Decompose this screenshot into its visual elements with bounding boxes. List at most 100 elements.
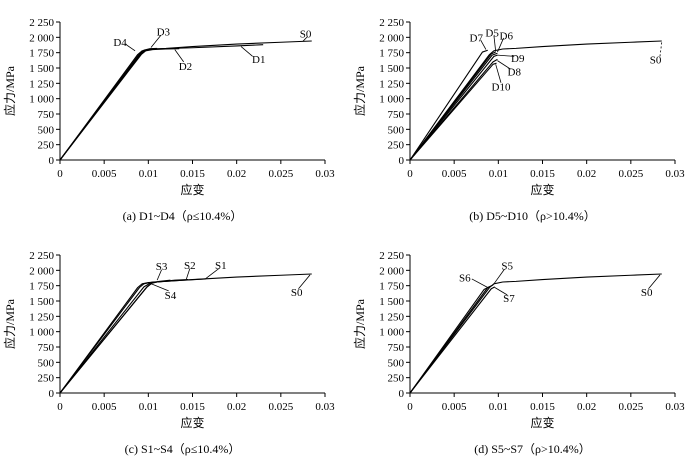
x-tick-label: 0 <box>57 168 63 180</box>
chart-svg-b: 0 250 500 750 1 000 1 250 1 500 1 750 2 000 2 250… <box>352 17 685 223</box>
x-tick-label: 0.005 <box>92 401 117 413</box>
x-tick-label: 0 <box>407 401 413 413</box>
annotation-D8: D8 <box>508 67 522 79</box>
x-axis-label: 应变 <box>180 415 204 430</box>
annotation-S7: S7 <box>503 293 515 305</box>
annotation-leader-D2 <box>174 49 184 63</box>
series-line-S7 <box>409 286 496 394</box>
y-tick-label: 2 000 <box>29 32 54 44</box>
annotation-leader-S0 <box>298 274 311 289</box>
chart-panel-d: 0 250 500 750 1 000 1 250 1 500 1 750 2 000 2 250… <box>350 233 700 466</box>
y-tick-label: 2 000 <box>379 265 404 277</box>
series-line-S4 <box>59 281 158 394</box>
series-line-D10 <box>409 62 497 161</box>
x-tick-label: 0 <box>407 168 413 180</box>
chart-svg-c: 0 250 500 750 1 000 1 250 1 500 1 750 2 000 2 250… <box>2 250 335 456</box>
y-tick-label: 750 <box>388 342 405 354</box>
series-line-D7 <box>409 49 488 161</box>
y-tick-label: 1 000 <box>29 94 54 106</box>
annotation-leader-S3 <box>156 269 162 281</box>
y-tick-label: 1 250 <box>29 311 54 323</box>
y-tick-label: 2 250 <box>379 250 404 262</box>
annotation-leader-S1 <box>205 268 220 279</box>
x-tick-label: 0.03 <box>315 168 335 180</box>
annotation-leader-S2 <box>185 268 191 280</box>
y-tick-label: 1 750 <box>379 281 404 293</box>
y-tick-label: 500 <box>388 357 405 369</box>
series-line-S3 <box>59 279 171 394</box>
annotation-leader-S6 <box>471 278 488 288</box>
series-line-D3 <box>59 47 158 161</box>
x-tick-label: 0.01 <box>489 401 508 413</box>
annotation-leader-S7 <box>494 287 508 296</box>
x-tick-label: 0.01 <box>139 401 158 413</box>
annotation-S1: S1 <box>215 260 227 272</box>
chart-svg-d: 0 250 500 750 1 000 1 250 1 500 1 750 2 000 2 250… <box>352 250 685 456</box>
annotation-leader-D1 <box>240 46 253 57</box>
annotation-leader-S0 <box>302 36 308 42</box>
y-tick-label: 1 250 <box>379 78 404 90</box>
annotation-S3: S3 <box>156 261 168 273</box>
y-tick-label: 750 <box>38 342 55 354</box>
annotation-leader-D4 <box>125 43 136 52</box>
annotation-leader-D8 <box>497 60 511 70</box>
series-line-S0 <box>409 40 662 161</box>
y-tick-label: 0 <box>399 155 405 167</box>
y-tick-label: 1 250 <box>29 78 54 90</box>
y-tick-label: 1 000 <box>379 327 404 339</box>
series-line-D2 <box>59 48 180 161</box>
x-tick-label: 0.025 <box>268 401 293 413</box>
y-tick-label: 500 <box>38 124 55 136</box>
annotation-S0: S0 <box>291 287 303 299</box>
y-axis-label: 应力/MPa <box>2 65 17 116</box>
x-tick-label: 0.01 <box>139 168 158 180</box>
annotation-D2: D2 <box>179 61 192 73</box>
x-tick-label: 0.005 <box>442 401 467 413</box>
annotation-leader-D7 <box>480 39 487 50</box>
annotation-D7: D7 <box>470 32 484 44</box>
y-tick-label: 500 <box>388 124 405 136</box>
annotation-leader-D10 <box>495 64 502 83</box>
y-tick-label: 1 000 <box>379 94 404 106</box>
y-tick-label: 2 250 <box>29 250 54 262</box>
series-line-D4 <box>59 49 147 161</box>
y-tick-label: 1 500 <box>379 63 404 75</box>
x-tick-label: 0.02 <box>577 168 596 180</box>
x-tick-label: 0.015 <box>530 401 555 413</box>
chart-panel-c: 0 250 500 750 1 000 1 250 1 500 1 750 2 000 2 250… <box>0 233 350 466</box>
annotation-S0: S0 <box>300 29 312 41</box>
x-tick-label: 0.03 <box>665 401 685 413</box>
y-tick-label: 2 250 <box>29 17 54 29</box>
y-axis-label: 应力/MPa <box>352 65 367 116</box>
series-line-S0 <box>59 40 312 161</box>
annotation-S4: S4 <box>165 290 177 302</box>
x-tick-label: 0.025 <box>268 168 293 180</box>
y-tick-label: 250 <box>388 140 405 152</box>
x-tick-label: 0.02 <box>577 401 596 413</box>
y-tick-label: 750 <box>38 109 55 121</box>
y-tick-label: 750 <box>388 109 405 121</box>
x-axis-label: 应变 <box>180 182 204 197</box>
chart-caption: (c) S1~S4（ρ≤10.4%） <box>125 442 241 456</box>
annotation-S6: S6 <box>459 273 471 285</box>
y-tick-label: 1 750 <box>379 48 404 60</box>
y-tick-label: 0 <box>49 388 55 400</box>
annotation-D1: D1 <box>252 54 265 66</box>
series-line-D1 <box>59 44 264 161</box>
x-tick-label: 0.01 <box>489 168 508 180</box>
annotation-D3: D3 <box>157 27 171 39</box>
series-line-D9 <box>409 54 498 161</box>
chart-panel-b: 0 250 500 750 1 000 1 250 1 500 1 750 2 000 2 250… <box>350 0 700 233</box>
y-tick-label: 2 000 <box>29 265 54 277</box>
x-axis-label: 应变 <box>530 415 554 430</box>
annotation-D6: D6 <box>500 30 514 42</box>
y-tick-label: 1 000 <box>29 327 54 339</box>
y-tick-label: 1 500 <box>29 296 54 308</box>
annotation-D9: D9 <box>511 53 525 65</box>
series-line-S0 <box>59 273 312 394</box>
y-tick-label: 0 <box>399 388 405 400</box>
y-tick-label: 1 750 <box>29 281 54 293</box>
annotation-leader-D9 <box>497 54 515 57</box>
x-tick-label: 0.015 <box>180 401 205 413</box>
